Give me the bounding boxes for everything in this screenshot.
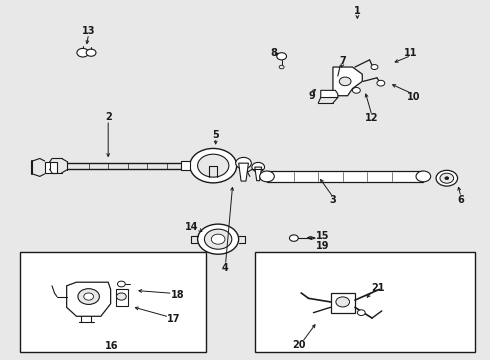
Circle shape	[377, 80, 385, 86]
Text: 13: 13	[82, 26, 96, 36]
Circle shape	[117, 293, 126, 300]
Text: 1: 1	[354, 6, 361, 16]
Polygon shape	[331, 293, 355, 313]
Text: 6: 6	[458, 195, 465, 205]
Circle shape	[336, 297, 349, 307]
Text: 12: 12	[365, 113, 379, 123]
Text: 17: 17	[168, 314, 181, 324]
Circle shape	[236, 157, 251, 169]
Circle shape	[440, 173, 454, 183]
Text: 3: 3	[330, 195, 336, 205]
Circle shape	[252, 162, 265, 172]
Circle shape	[357, 310, 365, 316]
Circle shape	[84, 293, 94, 300]
Circle shape	[77, 48, 89, 57]
Circle shape	[211, 234, 225, 244]
Bar	[255, 252, 475, 352]
Circle shape	[86, 49, 96, 56]
Circle shape	[118, 281, 125, 287]
Polygon shape	[255, 167, 262, 181]
Circle shape	[279, 65, 284, 69]
Text: 7: 7	[340, 56, 346, 66]
Bar	[181, 161, 190, 170]
Circle shape	[197, 224, 239, 254]
Circle shape	[352, 87, 360, 93]
Text: 19: 19	[317, 241, 330, 251]
Circle shape	[277, 53, 287, 60]
Circle shape	[445, 177, 449, 180]
Circle shape	[204, 229, 232, 249]
Circle shape	[197, 154, 229, 177]
Polygon shape	[321, 90, 338, 98]
Circle shape	[339, 77, 351, 86]
Text: 16: 16	[105, 341, 119, 351]
Text: 8: 8	[270, 48, 277, 58]
Circle shape	[371, 64, 378, 69]
Text: 18: 18	[171, 291, 184, 301]
Text: 20: 20	[292, 340, 305, 350]
Bar	[20, 252, 206, 352]
Bar	[267, 171, 423, 182]
Text: 5: 5	[212, 130, 219, 140]
Text: 21: 21	[371, 283, 385, 293]
Text: 9: 9	[308, 91, 315, 101]
Text: 14: 14	[185, 222, 198, 231]
Text: 4: 4	[222, 263, 229, 273]
Circle shape	[436, 170, 458, 186]
Text: 2: 2	[105, 112, 112, 122]
Text: 10: 10	[407, 92, 420, 102]
Circle shape	[290, 235, 298, 241]
Polygon shape	[67, 282, 111, 316]
Circle shape	[260, 171, 274, 182]
Text: 15: 15	[317, 231, 330, 241]
Polygon shape	[116, 289, 128, 306]
Text: 11: 11	[404, 48, 418, 58]
Circle shape	[190, 148, 237, 183]
Polygon shape	[333, 67, 362, 96]
Polygon shape	[239, 163, 248, 181]
Circle shape	[416, 171, 431, 182]
Circle shape	[78, 289, 99, 305]
Bar	[45, 162, 57, 173]
